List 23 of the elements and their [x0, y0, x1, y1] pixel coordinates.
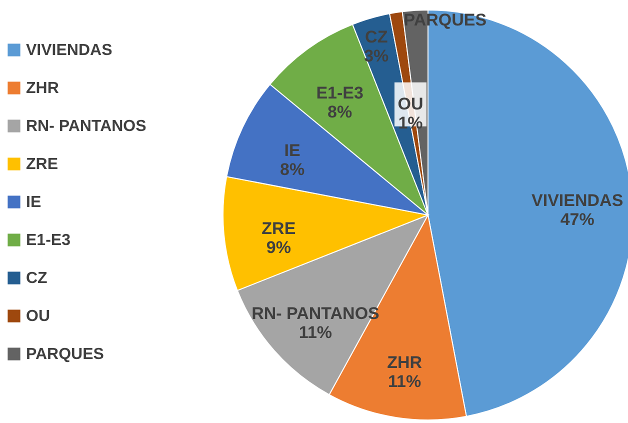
slice-label: E1-E3 — [316, 84, 364, 103]
legend-label: IE — [26, 194, 42, 211]
legend-label: ZRE — [26, 156, 58, 173]
slice-label: ZHR — [387, 353, 422, 372]
legend-label: CZ — [26, 270, 48, 287]
data-label: 47% — [560, 210, 594, 229]
slice-label: VIVIENDAS — [532, 190, 624, 210]
data-label: 11% — [388, 372, 422, 392]
legend-label: VIVIENDAS — [26, 42, 113, 59]
slice-label: IE — [284, 141, 300, 160]
data-label: 8% — [280, 160, 305, 180]
legend-label: RN- PANTANOS — [26, 118, 147, 135]
slice-label: CZ — [365, 27, 388, 46]
legend-label: PARQUES — [26, 346, 104, 363]
legend-label: ZHR — [26, 80, 60, 97]
data-label: 3% — [364, 46, 389, 66]
data-label: 8% — [328, 102, 352, 122]
data-label: 11% — [298, 323, 332, 342]
legend-label: E1-E3 — [26, 232, 71, 249]
legend-label: OU — [26, 308, 50, 325]
slice-label: ZRE — [262, 219, 296, 238]
data-label: 9% — [266, 238, 291, 258]
slice-label: OU — [398, 94, 424, 114]
